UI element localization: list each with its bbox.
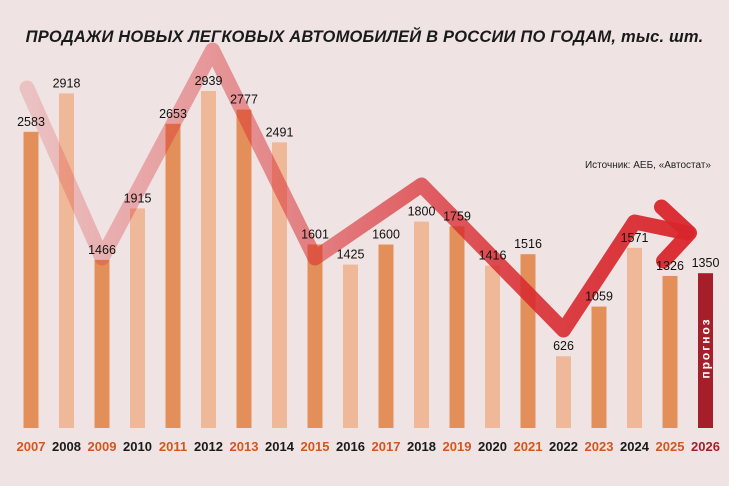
- bar-2012: [201, 90, 216, 429]
- chart-title: ПРОДАЖИ НОВЫХ ЛЕГКОВЫХ АВТОМОБИЛЕЙ В РОС…: [25, 28, 704, 46]
- value-label-2010: 1915: [124, 191, 152, 205]
- year-label-2007: 2007: [17, 439, 46, 454]
- value-label-2015: 1601: [301, 227, 329, 241]
- value-label-2018: 1800: [408, 205, 436, 219]
- trend-arrow: [19, 42, 697, 338]
- source-note: Источник: АЕБ, «Автостат»: [584, 160, 711, 171]
- year-label-2025: 2025: [656, 439, 685, 454]
- trend-arrow-head: [654, 199, 697, 269]
- bar-2022: [556, 356, 571, 428]
- bar-2011: [165, 123, 181, 428]
- value-label-2025: 1326: [656, 259, 684, 273]
- bar-2009: [94, 259, 110, 428]
- bar-2017: [378, 244, 394, 428]
- bar-2007: [23, 131, 39, 429]
- year-label-2008: 2008: [52, 439, 81, 454]
- value-label-2023: 1059: [585, 290, 613, 304]
- bar-2024: [627, 247, 642, 428]
- value-label-2017: 1600: [372, 228, 400, 242]
- year-label-2009: 2009: [88, 439, 117, 454]
- value-label-2011: 2653: [159, 107, 187, 121]
- year-label-2024: 2024: [620, 439, 650, 454]
- year-label-2012: 2012: [194, 439, 223, 454]
- value-label-2022: 626: [553, 339, 574, 353]
- year-label-2015: 2015: [301, 439, 330, 454]
- bar-2015: [307, 244, 323, 428]
- bar-2014: [272, 142, 287, 428]
- forecast-label: прогноз: [699, 317, 713, 378]
- bar-2010: [130, 208, 145, 428]
- year-label-2019: 2019: [443, 439, 472, 454]
- year-label-2017: 2017: [372, 439, 401, 454]
- value-label-2019: 1759: [443, 209, 471, 223]
- value-label-2021: 1516: [514, 237, 542, 251]
- bar-2023: [591, 306, 607, 428]
- year-label-2023: 2023: [585, 439, 614, 454]
- value-label-2008: 2918: [53, 76, 81, 90]
- year-label-2010: 2010: [123, 439, 152, 454]
- year-label-2014: 2014: [265, 439, 295, 454]
- value-label-2007: 2583: [17, 115, 45, 129]
- value-label-2009: 1466: [88, 243, 116, 257]
- labels-group: 2583 2007 2918 2008 1466 2009 1915 2010 2653 2011…: [17, 74, 720, 454]
- year-label-2021: 2021: [514, 439, 543, 454]
- value-label-2020: 1416: [479, 249, 507, 263]
- year-label-2013: 2013: [230, 439, 259, 454]
- value-label-2024: 1571: [621, 231, 649, 245]
- year-label-2026: 2026: [691, 439, 720, 454]
- value-label-2014: 2491: [266, 125, 294, 139]
- year-label-2022: 2022: [549, 439, 578, 454]
- bars-group: [23, 90, 713, 429]
- bar-2016: [343, 264, 358, 428]
- bar-2026: [698, 273, 713, 428]
- bar-2019: [449, 226, 465, 428]
- bar-2013: [236, 109, 252, 428]
- trend-arrow-line: [19, 42, 695, 338]
- value-label-2012: 2939: [195, 74, 223, 88]
- year-label-2020: 2020: [478, 439, 507, 454]
- bar-2008: [59, 93, 74, 429]
- value-label-2016: 1425: [337, 248, 365, 262]
- value-label-2026: 1350: [692, 256, 720, 270]
- bar-2018: [414, 221, 429, 428]
- year-label-2018: 2018: [407, 439, 436, 454]
- bar-2025: [662, 275, 678, 428]
- value-label-2013: 2777: [230, 93, 258, 107]
- bar-2020: [485, 265, 500, 428]
- year-label-2016: 2016: [336, 439, 365, 454]
- year-label-2011: 2011: [159, 439, 187, 454]
